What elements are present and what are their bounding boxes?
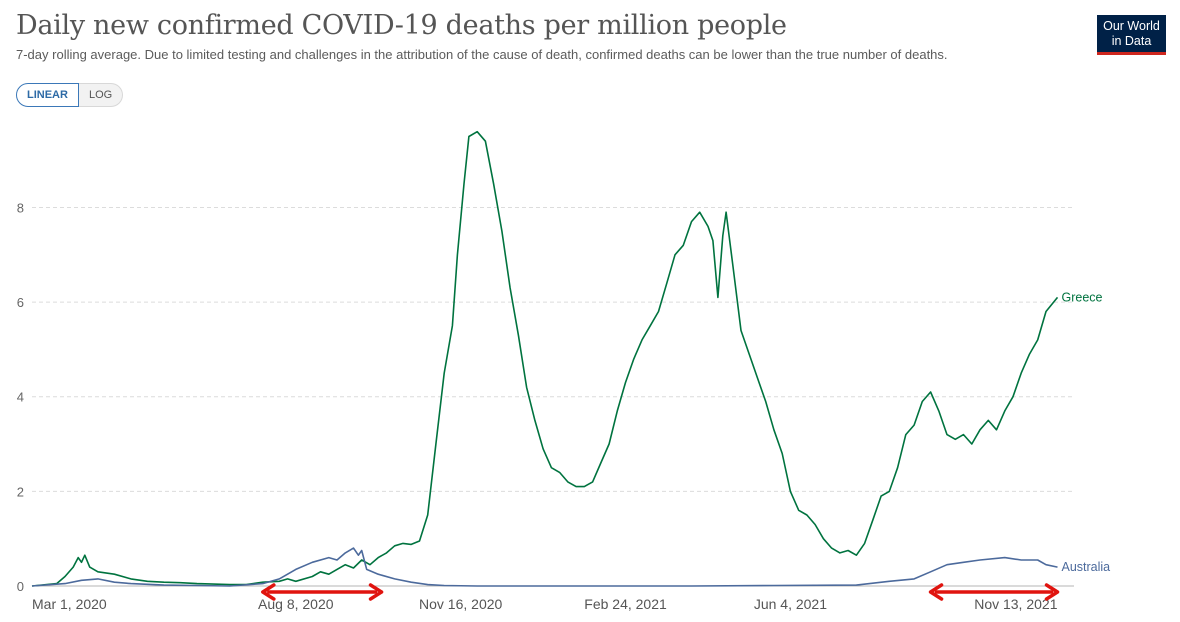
annotation-double-arrow [928,583,1060,601]
chart-subtitle: 7-day rolling average. Due to limited te… [16,47,948,62]
annotation-double-arrow [261,583,384,601]
y-tick-label: 0 [17,579,24,594]
series-label-greece: Greece [1062,290,1103,304]
series-line-australia[interactable] [31,547,1058,587]
x-tick-label: Nov 13, 2021 [974,596,1057,612]
y-tick-label: 6 [17,295,24,310]
x-tick-label: Mar 1, 2020 [32,596,107,612]
x-tick-label: Jun 4, 2021 [754,596,827,612]
y-tick-label: 4 [17,390,24,405]
logo-line-1: Our World [1103,19,1160,33]
y-tick-label: 2 [17,484,24,499]
logo-accent-bar [1097,52,1166,55]
x-tick-label: Feb 24, 2021 [584,596,667,612]
chart-title: Daily new confirmed COVID-19 deaths per … [16,10,787,41]
owid-logo[interactable]: Our World in Data [1097,15,1166,55]
linear-scale-button[interactable]: LINEAR [16,83,79,107]
logo-line-2: in Data [1111,34,1152,48]
log-scale-button[interactable]: LOG [78,83,124,107]
x-tick-label: Nov 16, 2020 [419,596,502,612]
series-line-greece[interactable] [31,130,1059,587]
x-tick-label: Aug 8, 2020 [258,596,334,612]
y-tick-label: 8 [17,200,24,215]
series-label-australia: Australia [1062,560,1111,574]
scale-toggle: LINEAR LOG [16,83,124,107]
